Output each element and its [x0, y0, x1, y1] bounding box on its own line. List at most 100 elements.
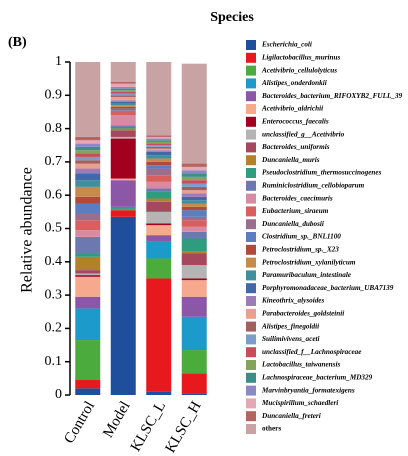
- legend-label: Marvinbryantia_formatexigens: [261, 386, 355, 394]
- legend-swatch: [246, 78, 256, 89]
- bar-segment: [110, 126, 136, 129]
- bar-segment: [75, 180, 101, 187]
- bar-segment: [110, 130, 136, 137]
- bar-segment: [75, 160, 101, 164]
- bar-segment: [110, 88, 136, 91]
- bar-segment: [75, 296, 101, 309]
- bar-segment: [110, 180, 136, 207]
- bar-segment: [146, 181, 172, 189]
- bar-segment: [181, 231, 207, 239]
- legend-swatch: [246, 296, 256, 306]
- legend-swatch: [246, 206, 256, 217]
- legend-label: unclassified_g__Acetivibrio: [262, 130, 345, 138]
- legend-label: Petroclostridium_sp._X23: [262, 245, 339, 253]
- legend-label: unclassified_f__Lachnospiraceae: [262, 348, 362, 356]
- bar-segment: [110, 90, 136, 92]
- y-tick-label: 1: [55, 54, 62, 69]
- y-tick-label: 0.3: [45, 287, 63, 302]
- bar-segment: [181, 190, 207, 194]
- bar-segment: [181, 196, 207, 201]
- bar-segment: [181, 186, 207, 191]
- bar-segment: [146, 155, 172, 159]
- legend-label: Suilimivivens_aceti: [262, 335, 320, 343]
- y-tick-label: 0.6: [45, 187, 63, 202]
- bar-segment: [146, 151, 172, 156]
- legend-label: Alistipes_onderdonkii: [261, 79, 327, 87]
- legend-swatch: [246, 180, 256, 191]
- bar-segment: [75, 62, 101, 137]
- legend-swatch: [246, 257, 256, 268]
- legend-swatch: [246, 347, 256, 358]
- bar-segment: [110, 111, 136, 116]
- bar-segment: [110, 91, 136, 94]
- bar-segment: [181, 393, 207, 395]
- bar-segment: [181, 220, 207, 227]
- legend-swatch: [246, 321, 256, 332]
- bar-segment: [75, 270, 101, 274]
- bar-segment: [146, 278, 172, 392]
- legend-swatch: [246, 116, 256, 127]
- bar-segment: [75, 146, 101, 151]
- bar-segment: [181, 200, 207, 204]
- legend-swatch: [246, 270, 256, 281]
- bar-segment: [110, 216, 136, 395]
- y-tick-label: 0.2: [45, 321, 63, 336]
- legend-label: Acetivibrio_cellulolyticus: [261, 66, 337, 74]
- bar-segment: [75, 143, 101, 147]
- legend-label: Mucispirillum_schaedleri: [261, 399, 338, 407]
- bar-segment: [110, 136, 136, 139]
- bar-segment: [181, 350, 207, 374]
- legend-label: Eubacterium_siraeum: [261, 207, 329, 215]
- bar-segment: [75, 276, 101, 297]
- legend-label: Kineothrix_alysoides: [261, 297, 325, 305]
- legend-label: Petroclostridium_xylanilyticum: [262, 258, 356, 266]
- bar-segment: [75, 388, 101, 395]
- bar-segment: [110, 62, 136, 82]
- bar-segment: [75, 220, 101, 231]
- x-tick-label: Control: [61, 399, 98, 447]
- bar-segment: [181, 206, 207, 211]
- legend-label: Duncaniella_dubosii: [261, 220, 324, 228]
- bar-segment: [75, 213, 101, 221]
- bar-segment: [181, 166, 207, 171]
- legend-label: Ligilactobacillus_murinus: [261, 53, 340, 61]
- bar-segment: [146, 62, 172, 136]
- legend-label: Ruminiclostridium_cellobioparum: [261, 181, 365, 189]
- bar-segment: [110, 110, 136, 112]
- legend-label: Enterococcus_faecalis: [261, 117, 329, 125]
- bar-segment: [146, 168, 172, 176]
- bar-segment: [75, 253, 101, 257]
- bar-segment: [110, 81, 136, 84]
- y-tick-label: 0.8: [45, 121, 63, 136]
- y-axis-label: Relative abundance: [19, 167, 36, 293]
- bar-segment: [146, 140, 172, 142]
- y-tick-label: 0.7: [45, 154, 63, 169]
- bar-segment: [75, 150, 101, 154]
- bar-segment: [110, 106, 136, 109]
- bar-segment: [181, 183, 207, 187]
- bar-segment: [75, 380, 101, 389]
- bar-segment: [181, 203, 207, 207]
- legend-label: Lactobacillus_taiwanensis: [261, 361, 340, 369]
- bar-segment: [146, 191, 172, 199]
- legend-swatch: [246, 334, 256, 345]
- legend-swatch: [246, 52, 256, 63]
- bar-segment: [75, 230, 101, 237]
- bar-segment: [75, 136, 101, 141]
- bar-segment: [75, 186, 101, 197]
- bar-segment: [181, 278, 207, 281]
- legend-swatch: [246, 232, 256, 242]
- bar-segment: [181, 238, 207, 252]
- bar-segment: [110, 96, 136, 101]
- y-tick-label: 0.9: [45, 88, 63, 103]
- bar-segment: [146, 136, 172, 139]
- bar-segment: [181, 226, 207, 232]
- bar-segment: [110, 115, 136, 126]
- legend-swatch: [246, 142, 256, 153]
- bar-segment: [75, 273, 101, 276]
- bar-segment: [75, 203, 101, 214]
- bar-segment: [110, 206, 136, 209]
- legend-label: Duncaniella_freteri: [261, 412, 321, 420]
- legend-label: Parabacteroides_goldsteinii: [262, 309, 344, 317]
